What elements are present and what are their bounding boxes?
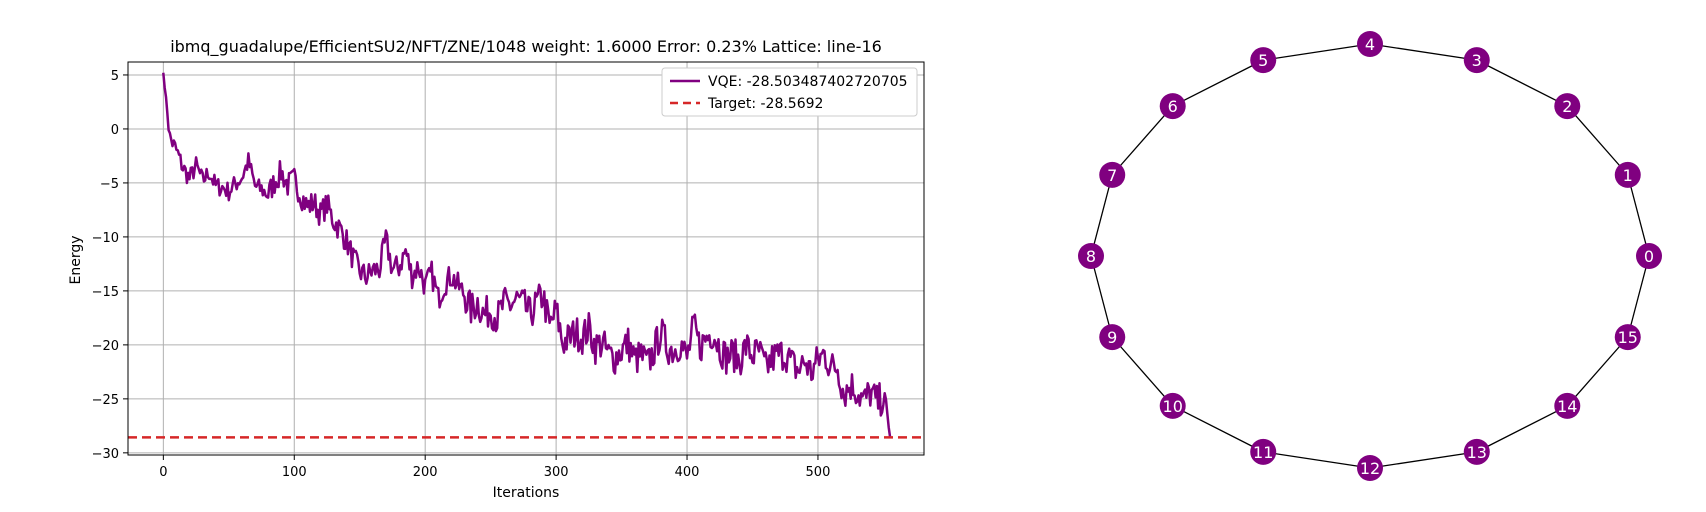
- y-tick-label: −15: [92, 285, 119, 300]
- lattice-node: 8: [1078, 243, 1104, 269]
- node-label: 8: [1086, 247, 1096, 266]
- lattice-edge: [1111, 336, 1174, 407]
- node-circle: [1099, 161, 1126, 188]
- lattice-node: 4: [1357, 31, 1383, 57]
- node-label: 4: [1365, 35, 1375, 54]
- legend: VQE: -28.503487402720705 Target: -28.569…: [661, 67, 918, 117]
- lattice-node: 10: [1159, 392, 1186, 419]
- x-tick-label: 500: [806, 465, 831, 480]
- y-tick-label: −30: [92, 447, 119, 462]
- node-label: 2: [1562, 97, 1572, 116]
- lattice-node: 0: [1636, 243, 1662, 269]
- y-tick-label: 0: [111, 123, 119, 138]
- node-circle: [1463, 438, 1490, 465]
- lattice-edge: [1566, 105, 1629, 176]
- node-label: 12: [1360, 459, 1380, 478]
- node-label: 5: [1258, 51, 1268, 70]
- lattice-node: 1: [1614, 161, 1641, 188]
- node-label: 14: [1557, 397, 1577, 416]
- lattice-node: 11: [1250, 438, 1277, 465]
- lattice-node: 5: [1250, 47, 1277, 74]
- lattice-node: 13: [1463, 438, 1490, 465]
- vqe-energy-line: [162, 72, 892, 437]
- node-circle: [1159, 392, 1186, 419]
- node-circle: [1463, 47, 1490, 74]
- node-circle: [1614, 161, 1641, 188]
- grid-layer: [128, 62, 924, 455]
- node-circle: [1554, 93, 1581, 120]
- node-label: 1: [1623, 166, 1633, 185]
- node-circle: [1614, 324, 1641, 351]
- lattice-edge: [1263, 451, 1371, 469]
- y-tick-label: 5: [111, 69, 119, 84]
- lattice-node: 7: [1099, 161, 1126, 188]
- lattice-edge: [1627, 255, 1650, 338]
- y-tick-label: −10: [92, 231, 119, 246]
- lattice-edge: [1090, 255, 1113, 338]
- lattice-edge: [1476, 59, 1568, 107]
- tick-layer: 0 100 200 300 400 500 5 0 −5 −10 −15 −20 −25 −30: [92, 69, 831, 480]
- node-label: 6: [1168, 97, 1178, 116]
- x-tick-label: 300: [544, 465, 569, 480]
- lattice-node: 14: [1554, 392, 1581, 419]
- lattice-edge: [1369, 451, 1477, 469]
- node-label: 9: [1107, 328, 1117, 347]
- energy-line-chart: ibmq_guadalupe/EfficientSU2/NFT/ZNE/1048…: [68, 37, 925, 501]
- node-circle: [1357, 31, 1383, 57]
- lattice-node: 9: [1099, 324, 1126, 351]
- x-tick-label: 400: [675, 465, 700, 480]
- series-layer: [128, 72, 924, 439]
- lattice-node: 15: [1614, 324, 1641, 351]
- y-axis-label: Energy: [68, 235, 84, 284]
- node-circle: [1636, 243, 1662, 269]
- legend-label-target: Target: -28.5692: [707, 96, 823, 112]
- node-circle: [1554, 392, 1581, 419]
- node-label: 7: [1107, 166, 1117, 185]
- node-label: 11: [1253, 443, 1273, 462]
- lattice-edge: [1090, 174, 1113, 257]
- plot-area-frame: [127, 61, 925, 456]
- y-tick-label: −20: [92, 339, 119, 354]
- node-circle: [1250, 47, 1277, 74]
- node-circle: [1099, 324, 1126, 351]
- y-tick-label: −25: [92, 393, 119, 408]
- lattice-edge: [1627, 174, 1650, 257]
- legend-label-vqe: VQE: -28.503487402720705: [708, 74, 908, 90]
- lattice-node: 12: [1357, 455, 1383, 481]
- node-label: 10: [1163, 397, 1183, 416]
- x-tick-label: 100: [282, 465, 307, 480]
- node-label: 0: [1644, 247, 1654, 266]
- node-label: 3: [1472, 51, 1482, 70]
- lattice-edge: [1263, 43, 1371, 61]
- lattice-edge: [1172, 59, 1264, 107]
- node-label: 13: [1467, 443, 1487, 462]
- chart-title: ibmq_guadalupe/EfficientSU2/NFT/ZNE/1048…: [170, 37, 882, 57]
- node-circle: [1250, 438, 1277, 465]
- lattice-edge: [1566, 336, 1629, 407]
- lattice-edge: [1172, 405, 1264, 453]
- x-axis-label: Iterations: [493, 485, 560, 501]
- lattice-node: 6: [1159, 93, 1186, 120]
- lattice-node: 3: [1463, 47, 1490, 74]
- node-circle: [1078, 243, 1104, 269]
- legend-box: [661, 67, 918, 117]
- edge-layer: [1090, 43, 1650, 469]
- node-label: 15: [1618, 328, 1638, 347]
- lattice-edge: [1476, 405, 1568, 453]
- lattice-edge: [1111, 105, 1174, 176]
- lattice-node: 2: [1554, 93, 1581, 120]
- node-circle: [1357, 455, 1383, 481]
- x-tick-label: 0: [159, 465, 167, 480]
- lattice-edge: [1369, 43, 1477, 61]
- y-tick-label: −5: [100, 177, 119, 192]
- node-circle: [1159, 93, 1186, 120]
- x-tick-label: 200: [413, 465, 438, 480]
